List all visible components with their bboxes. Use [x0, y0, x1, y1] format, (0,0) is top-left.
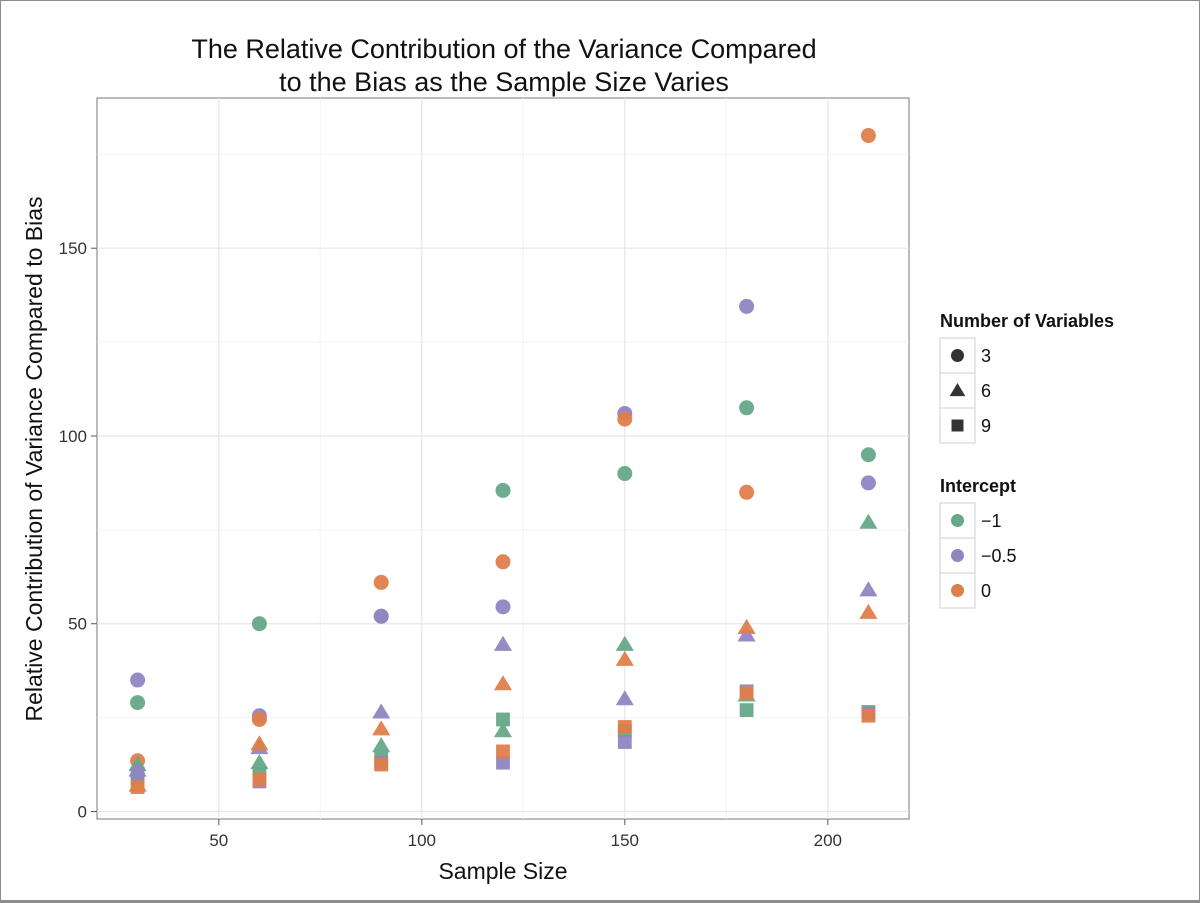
legend-color-title: Intercept: [940, 476, 1016, 496]
data-point: [860, 447, 876, 463]
data-point: [739, 703, 754, 717]
legend-color-dot-icon: [951, 514, 964, 527]
x-axis-title: Sample Size: [438, 858, 567, 884]
y-tick-label: 0: [78, 802, 87, 821]
data-point: [130, 767, 145, 781]
legend-number-of-variables: Number of Variables 3 6 9: [939, 311, 1114, 444]
data-point: [495, 554, 511, 570]
data-point: [251, 616, 267, 632]
legend-shape-triangle-icon: [949, 383, 966, 397]
data-point: [252, 772, 267, 787]
legend-key-box: [939, 502, 976, 539]
data-point: [493, 722, 513, 738]
data-point: [617, 735, 632, 749]
x-tick-label: 100: [408, 831, 436, 850]
data-point: [251, 711, 267, 727]
y-tick-label: 150: [59, 239, 87, 258]
data-point: [374, 757, 389, 772]
data-point: [860, 475, 876, 491]
data-point: [496, 744, 510, 759]
data-point: [250, 754, 269, 770]
data-point: [859, 513, 878, 529]
data-point: [739, 298, 755, 314]
legend-shape-label: 3: [981, 346, 991, 366]
data-point: [130, 780, 145, 794]
data-point: [615, 690, 634, 706]
data-point: [615, 650, 634, 666]
x-tick-label: 200: [814, 831, 842, 850]
data-point: [496, 755, 510, 770]
data-point: [130, 695, 146, 711]
data-point: [739, 686, 754, 701]
legend-color-label: 0: [981, 581, 991, 601]
data-points: [128, 128, 878, 794]
axis-ticks: 50 100 150 200 0 50 100 150: [59, 239, 842, 850]
legend-shape-circle-icon: [951, 349, 964, 362]
legend-intercept: Intercept −1 −0.5 0: [939, 476, 1017, 609]
data-point: [617, 720, 632, 734]
chart-title-line-1: The Relative Contribution of the Varianc…: [191, 34, 816, 64]
data-point: [130, 672, 146, 688]
data-point: [495, 599, 511, 615]
y-axis-title: Relative Contribution of Variance Compar…: [21, 196, 47, 721]
legend-color-dot-icon: [951, 549, 964, 562]
data-point: [615, 635, 634, 651]
data-point: [860, 128, 876, 144]
data-point: [496, 712, 510, 727]
y-tick-label: 50: [68, 615, 87, 634]
y-tick-label: 100: [59, 427, 87, 446]
grid-lines: [97, 98, 909, 819]
legend-shape-label: 6: [981, 381, 991, 401]
data-point: [859, 581, 878, 597]
data-point: [493, 635, 513, 651]
x-tick-label: 150: [611, 831, 639, 850]
data-point: [617, 411, 633, 427]
data-point: [373, 574, 389, 590]
data-point: [372, 720, 391, 736]
data-point: [493, 675, 513, 691]
data-point: [495, 482, 511, 498]
data-point: [372, 737, 391, 753]
plot-panel: [96, 97, 910, 820]
legend-color-label: −0.5: [981, 546, 1017, 566]
data-point: [737, 618, 756, 634]
legend-shape-title: Number of Variables: [940, 311, 1114, 331]
x-tick-label: 50: [209, 831, 228, 850]
data-point: [372, 703, 391, 719]
data-point: [617, 466, 633, 482]
legend-shape-square-icon: [951, 419, 964, 432]
data-point: [373, 608, 389, 624]
legend-shape-label: 9: [981, 416, 991, 436]
data-point: [859, 603, 878, 619]
data-point: [250, 735, 269, 751]
data-point: [861, 708, 876, 723]
legend-color-dot-icon: [951, 584, 964, 597]
chart-title-line-2: to the Bias as the Sample Size Varies: [279, 67, 729, 97]
data-point: [739, 484, 755, 500]
legend-color-label: −1: [981, 511, 1002, 531]
data-point: [739, 400, 755, 416]
